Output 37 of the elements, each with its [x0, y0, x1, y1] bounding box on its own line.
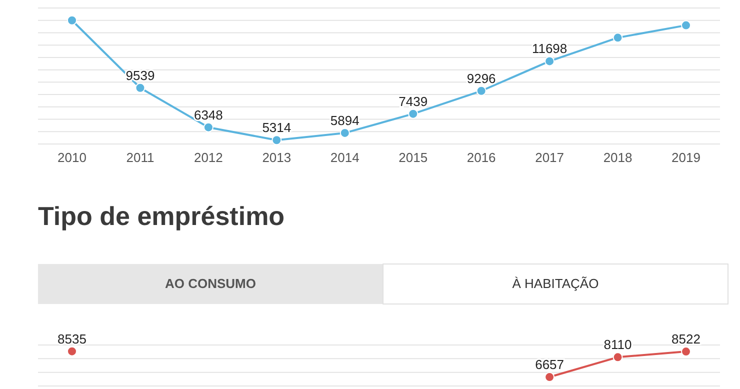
data-label: 8110: [604, 337, 632, 352]
point: [67, 346, 77, 356]
x-tick-label: 2010: [58, 150, 86, 165]
data-label: 5894: [330, 112, 360, 128]
point: [340, 128, 350, 138]
point: [135, 82, 146, 93]
data-label: 7439: [398, 94, 428, 109]
x-tick-label: 2013: [262, 150, 292, 165]
text: À HABITAÇÃO: [512, 276, 599, 291]
x-tick-label: 2014: [330, 150, 360, 165]
chart-title: Tipo de empréstimo: [38, 201, 285, 231]
data-label: 9296: [466, 70, 496, 86]
point: [67, 15, 77, 26]
point: [544, 56, 555, 66]
x-tick-label: 2015: [398, 150, 428, 165]
point: [272, 135, 282, 146]
point: [476, 86, 486, 96]
x-tick-label: 2017: [535, 150, 564, 165]
x-tick-label: 2011: [126, 150, 154, 165]
data-label: 11698: [532, 41, 568, 56]
point: [408, 108, 418, 119]
x-tick-label: 2012: [194, 150, 223, 165]
data-label: 8522: [672, 332, 700, 347]
x-tick-label: 2016: [466, 150, 496, 165]
data-label: 8535: [58, 331, 86, 346]
point: [612, 352, 623, 362]
point: [681, 346, 691, 357]
point: [681, 20, 691, 30]
x-tick-label: 2019: [672, 150, 700, 165]
x-tick-label: 2018: [603, 150, 632, 165]
point: [612, 32, 623, 43]
data-label: 6348: [194, 107, 223, 122]
data-label: 5314: [262, 120, 292, 136]
text: AO CONSUMO: [165, 276, 256, 291]
point: [203, 122, 214, 132]
data-label: 6657: [535, 357, 564, 372]
point: [544, 372, 555, 382]
